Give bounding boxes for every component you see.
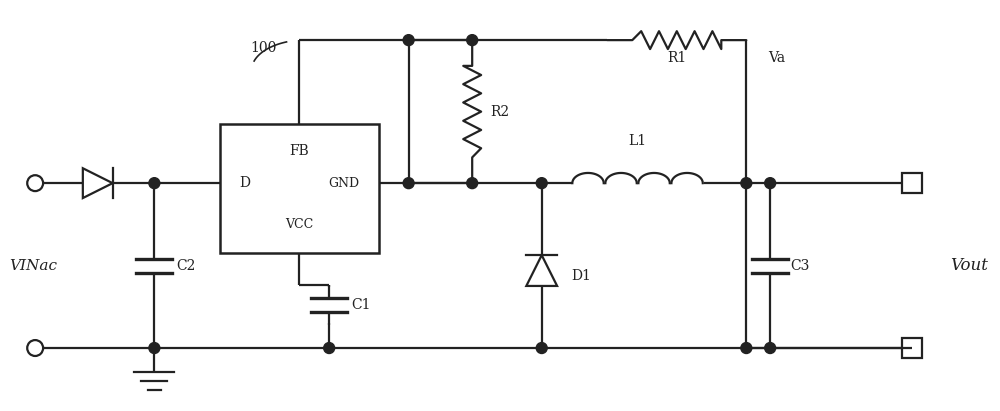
Bar [902,173,922,193]
Text: D1: D1 [572,268,591,282]
Circle shape [324,342,335,353]
Text: Vout: Vout [950,257,988,274]
Circle shape [467,35,478,46]
Text: R1: R1 [667,51,686,65]
Text: C1: C1 [351,298,371,312]
Circle shape [765,342,776,353]
Circle shape [403,178,414,189]
Text: C3: C3 [790,259,809,272]
Text: VCC: VCC [285,218,313,231]
Circle shape [765,178,776,189]
Circle shape [149,178,160,189]
Text: C2: C2 [176,259,196,272]
Circle shape [467,178,478,189]
Text: 100: 100 [250,41,277,55]
Bar [220,124,379,253]
Circle shape [149,342,160,353]
Circle shape [536,178,547,189]
Text: D: D [239,176,250,190]
Text: R2: R2 [490,105,509,119]
Circle shape [741,178,752,189]
Text: VINac: VINac [9,259,57,272]
Text: FB: FB [289,144,309,158]
Text: GND: GND [328,177,360,189]
Bar [902,338,922,358]
Circle shape [403,35,414,46]
Circle shape [741,342,752,353]
Text: L1: L1 [629,134,647,148]
Circle shape [536,342,547,353]
Text: Va: Va [768,51,785,65]
